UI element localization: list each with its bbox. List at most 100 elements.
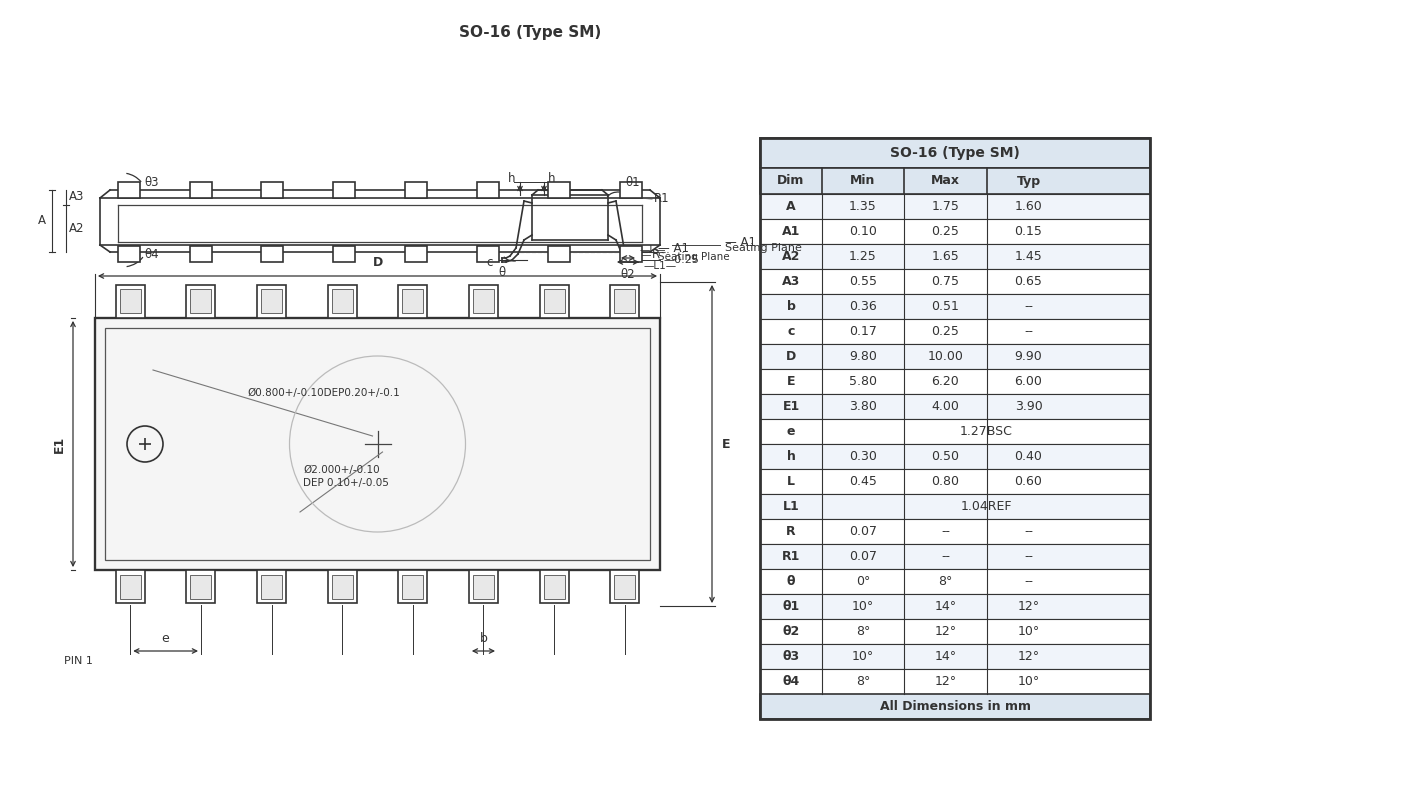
Text: —L1—: —L1—	[645, 261, 677, 271]
Text: --: --	[1024, 300, 1032, 313]
Bar	[760, 669, 1150, 694]
Bar	[615, 575, 635, 599]
Text: 8°: 8°	[856, 625, 870, 638]
Bar	[477, 182, 498, 198]
Text: 6.20: 6.20	[932, 375, 960, 388]
Text: --: --	[1024, 525, 1032, 538]
Text: E: E	[721, 437, 730, 451]
Text: 8°: 8°	[856, 675, 870, 688]
Text: --: --	[1024, 575, 1032, 588]
Text: θ3: θ3	[782, 650, 799, 663]
Bar	[611, 570, 639, 603]
Bar	[760, 444, 1150, 469]
Text: A3: A3	[782, 275, 799, 288]
Bar	[760, 138, 1150, 719]
Bar	[540, 570, 568, 603]
Text: h: h	[508, 172, 515, 184]
Bar	[402, 289, 423, 313]
Bar	[760, 419, 1150, 444]
Text: Max: Max	[932, 175, 960, 188]
Bar	[469, 570, 498, 603]
Bar	[621, 182, 642, 198]
Bar	[760, 494, 1150, 519]
Bar	[119, 575, 141, 599]
Bar	[399, 570, 427, 603]
Text: c: c	[487, 255, 493, 268]
Text: R1: R1	[655, 192, 670, 206]
Bar	[760, 294, 1150, 319]
Text: 0.55: 0.55	[849, 275, 878, 288]
Bar	[402, 575, 423, 599]
Bar	[760, 168, 1150, 194]
Bar	[118, 182, 141, 198]
Text: 0.80: 0.80	[932, 475, 960, 488]
Bar	[548, 182, 571, 198]
Text: 0.25: 0.25	[932, 325, 960, 338]
Text: b: b	[480, 631, 487, 645]
Text: θ4: θ4	[782, 675, 799, 688]
Bar	[760, 569, 1150, 594]
Bar	[760, 319, 1150, 344]
Text: 8°: 8°	[939, 575, 953, 588]
Text: 9.90: 9.90	[1015, 350, 1042, 363]
Text: θ3: θ3	[145, 176, 159, 189]
Text: θ1: θ1	[626, 176, 640, 189]
Bar	[473, 289, 494, 313]
Bar	[760, 594, 1150, 619]
Bar	[190, 246, 212, 262]
Text: b: b	[787, 300, 795, 313]
Text: —0.25: —0.25	[663, 255, 699, 265]
Bar	[118, 246, 141, 262]
Text: 10°: 10°	[852, 650, 875, 663]
Text: 12°: 12°	[1018, 650, 1039, 663]
Text: — A1: — A1	[726, 235, 755, 248]
Text: 6.00: 6.00	[1014, 375, 1042, 388]
Bar	[119, 289, 141, 313]
Text: E: E	[787, 375, 795, 388]
Text: 14°: 14°	[934, 650, 957, 663]
Text: R1: R1	[782, 550, 801, 563]
Text: 3.90: 3.90	[1015, 400, 1042, 413]
Text: 12°: 12°	[1018, 600, 1039, 613]
Bar	[760, 644, 1150, 669]
Text: 1.60: 1.60	[1015, 200, 1042, 213]
Text: e: e	[162, 631, 169, 645]
Bar	[760, 544, 1150, 569]
Text: 0.40: 0.40	[1014, 450, 1042, 463]
Text: A: A	[38, 215, 45, 227]
Bar	[332, 289, 352, 313]
Text: A3: A3	[70, 191, 84, 203]
Text: e: e	[787, 425, 795, 438]
Text: 0.07: 0.07	[849, 525, 878, 538]
Bar	[473, 575, 494, 599]
Text: 0.10: 0.10	[849, 225, 878, 238]
Text: DEP 0.10+/-0.05: DEP 0.10+/-0.05	[302, 478, 389, 488]
Bar	[190, 575, 212, 599]
Bar	[760, 344, 1150, 369]
Text: θ4: θ4	[145, 248, 159, 262]
Text: θ2: θ2	[782, 625, 799, 638]
Bar	[399, 285, 427, 318]
Bar	[95, 318, 660, 570]
Bar	[186, 570, 216, 603]
Bar	[261, 246, 284, 262]
Text: --: --	[941, 525, 950, 538]
Text: 5.80: 5.80	[849, 375, 878, 388]
Text: θ1: θ1	[782, 600, 799, 613]
Text: 0.60: 0.60	[1014, 475, 1042, 488]
Text: E1: E1	[782, 400, 799, 413]
Text: 10°: 10°	[1017, 625, 1039, 638]
Text: 0°: 0°	[856, 575, 870, 588]
Text: --: --	[941, 550, 950, 563]
Text: 10°: 10°	[852, 600, 875, 613]
Text: A1: A1	[782, 225, 801, 238]
Text: L: L	[787, 475, 795, 488]
Bar	[760, 619, 1150, 644]
Text: --: --	[1024, 325, 1032, 338]
Bar	[760, 394, 1150, 419]
Bar	[116, 285, 145, 318]
Text: Dim: Dim	[777, 175, 805, 188]
Text: h: h	[548, 172, 555, 184]
Text: 1.75: 1.75	[932, 200, 960, 213]
Text: 12°: 12°	[934, 675, 957, 688]
